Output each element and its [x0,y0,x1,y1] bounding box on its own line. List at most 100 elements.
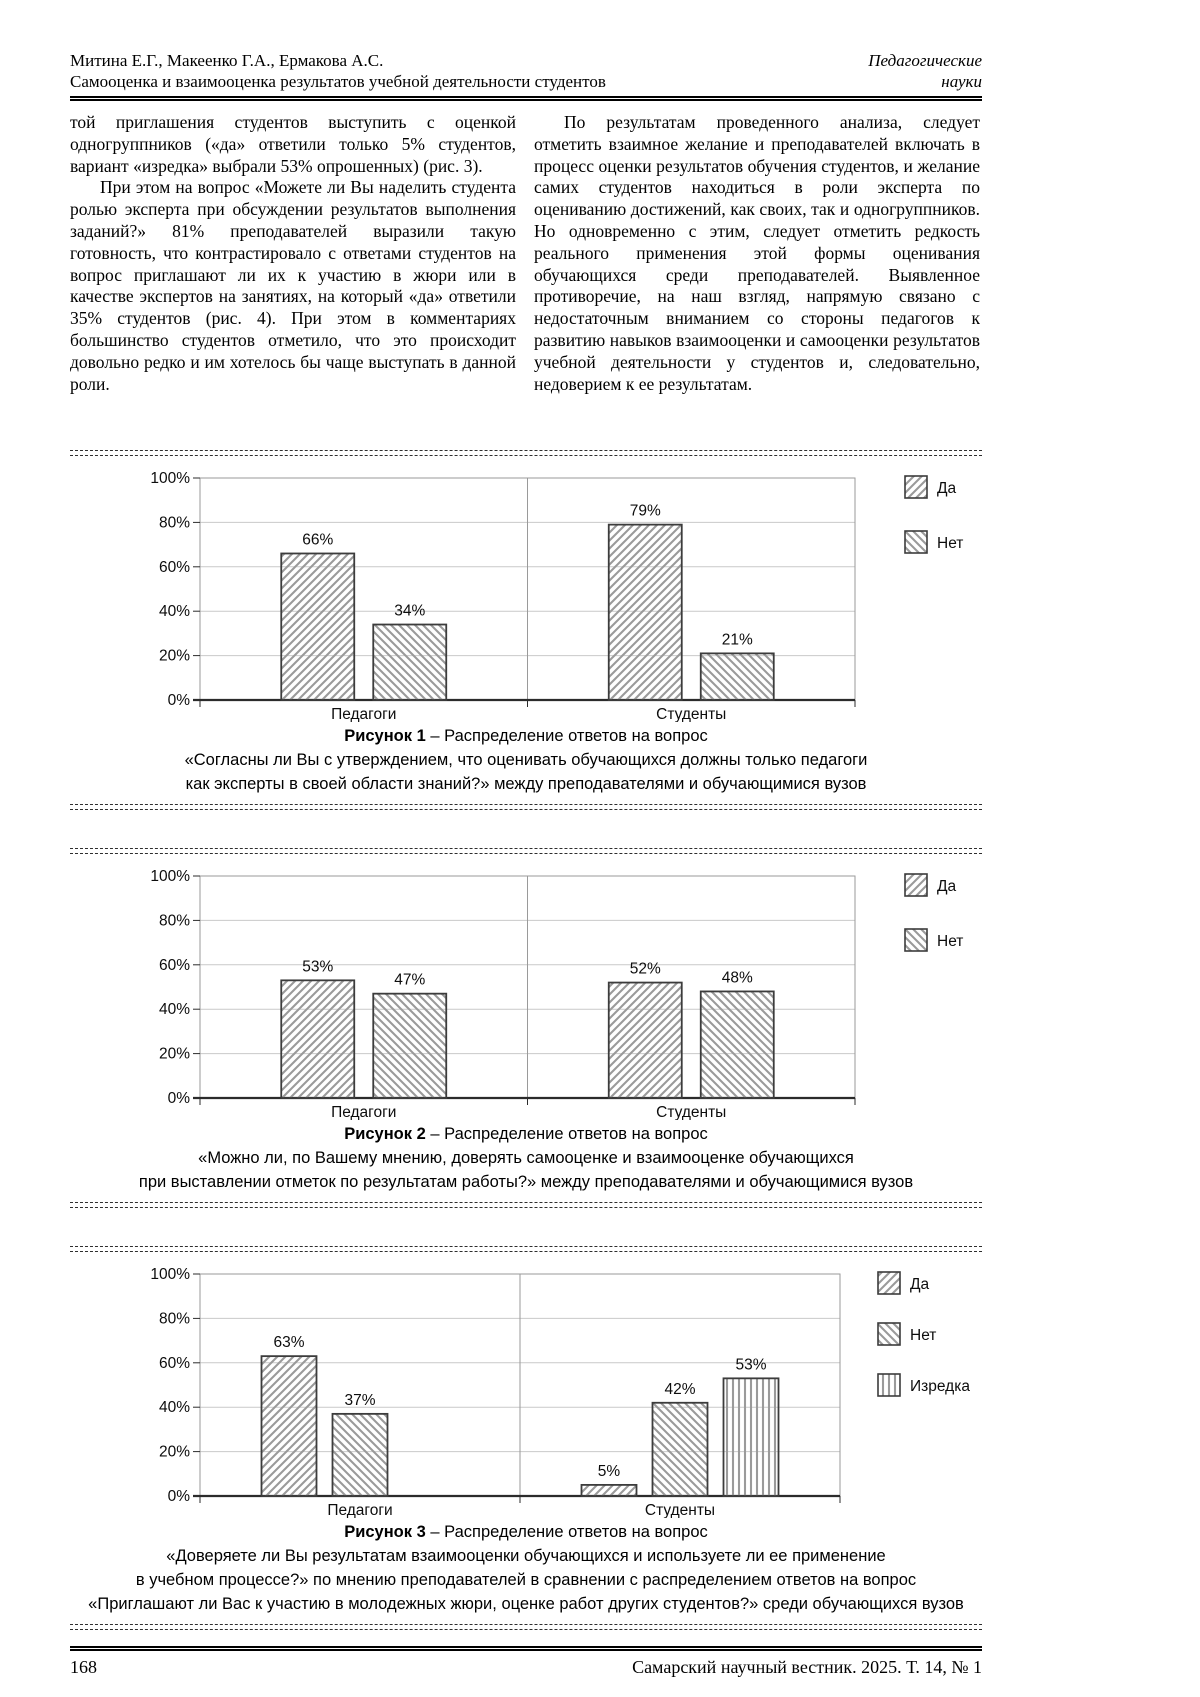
bar-Педагоги-Да [260,1355,318,1497]
category-label: Педагоги [331,1104,396,1120]
y-tick-label: 40% [159,603,190,620]
legend-swatch [904,873,928,897]
value-label: 5% [598,1463,621,1480]
bar-chart: 0% 20% 40% 60% 80% 100% 53% 47% Педагоги 52% 48% Ст… [150,868,963,1121]
figure-2-caption: Рисунок 2 – Распределение ответов на воп… [70,1122,982,1194]
bar-Студенты-Нет [699,652,775,701]
figure-2-top-rule [70,848,982,854]
left-column: той приглашения студентов выступить с оц… [70,112,516,412]
legend-label: Да [937,878,956,895]
category-label: Студенты [645,1502,715,1518]
figure-3-chart: 0% 20% 40% 60% 80% 100% 63% 37% Педагоги 5% 42% 53%… [70,1260,982,1519]
authors-line: Митина Е.Г., Макеенко Г.А., Ермакова А.С… [70,51,384,70]
value-label: 66% [302,531,333,548]
category-label: Педагоги [327,1502,392,1518]
y-tick-label: 40% [159,1001,190,1018]
figure-label: Рисунок 1 [344,727,426,745]
journal-title: Самарский научный вестник. 2025. Т. 14, … [632,1657,982,1677]
paragraph: При этом на вопрос «Можете ли Вы наделит… [70,177,516,394]
body-columns: той приглашения студентов выступить с оц… [70,112,982,412]
bar-Педагоги-Да [280,979,356,1099]
value-label: 34% [394,603,425,620]
right-column: По результатам проведенного анализа, сле… [534,112,980,412]
caption-line: Рисунок 1 – Распределение ответов на воп… [70,724,982,748]
figure-label: Рисунок 3 [344,1523,426,1541]
y-tick-label: 60% [159,1355,190,1372]
legend-swatch [904,475,928,499]
y-tick-label: 0% [168,1090,191,1107]
value-label: 21% [722,631,753,648]
category-label: Студенты [656,1104,726,1120]
footer-rule [70,1646,982,1651]
caption-line: «Доверяете ли Вы результатам взаимооценк… [166,1547,886,1565]
bar-chart: 0% 20% 40% 60% 80% 100% 63% 37% Педагоги 5% 42% 53%… [150,1266,970,1519]
header-section: Педагогические науки [868,50,982,92]
page-number: 168 [70,1657,97,1677]
y-tick-label: 80% [159,912,190,929]
bar-chart: 0% 20% 40% 60% 80% 100% 66% 34% Педагоги 79% 21% Ст… [150,470,963,723]
value-label: 63% [273,1334,304,1351]
bar-Студенты-Да [607,981,683,1099]
value-label: 52% [630,961,661,978]
category-label: Студенты [656,706,726,722]
caption-text: – Распределение ответов на вопрос [430,1523,708,1541]
y-tick-label: 60% [159,559,190,576]
value-label: 47% [394,972,425,989]
y-tick-label: 40% [159,1399,190,1416]
figure-1-top-rule [70,450,982,456]
legend-label: Да [910,1276,929,1293]
legend-label: Изредка [910,1378,970,1395]
figure-1-caption: Рисунок 1 – Распределение ответов на воп… [70,724,982,796]
y-tick-label: 100% [150,1266,190,1283]
caption-line: в учебном процессе?» по мнению преподава… [135,1571,917,1589]
legend-swatch [877,1322,901,1346]
figure-2: 0% 20% 40% 60% 80% 100% 53% 47% Педагоги 52% 48% Ст… [70,848,982,1208]
figure-1-chart: 0% 20% 40% 60% 80% 100% 66% 34% Педагоги 79% 21% Ст… [70,464,982,723]
value-label: 42% [664,1381,695,1398]
header-rule [70,96,982,101]
y-tick-label: 20% [159,1444,190,1461]
legend-label: Нет [910,1327,936,1344]
figure-3: 0% 20% 40% 60% 80% 100% 63% 37% Педагоги 5% 42% 53%… [70,1246,982,1630]
y-tick-label: 0% [168,692,191,709]
caption-line: «Можно ли, по Вашему мнению, доверять са… [198,1149,854,1167]
caption-line: Рисунок 3 – Распределение ответов на воп… [70,1520,982,1544]
legend-label: Нет [937,933,963,950]
figure-3-caption: Рисунок 3 – Распределение ответов на воп… [70,1520,982,1616]
y-tick-label: 80% [159,1310,190,1327]
figure-label: Рисунок 2 [344,1125,426,1143]
y-tick-label: 20% [159,648,190,665]
bar-Педагоги-Нет [372,992,448,1099]
value-label: 53% [735,1356,766,1373]
y-tick-label: 100% [150,868,190,885]
y-tick-label: 80% [159,514,190,531]
category-label: Педагоги [331,706,396,722]
page-header: Митина Е.Г., Макеенко Г.А., Ермакова А.С… [70,50,982,92]
header-left: Митина Е.Г., Макеенко Г.А., Ермакова А.С… [70,50,606,92]
y-tick-label: 20% [159,1046,190,1063]
caption-line: при выставлении отметок по результатам р… [138,1173,914,1191]
figure-2-chart: 0% 20% 40% 60% 80% 100% 53% 47% Педагоги 52% 48% Ст… [70,862,982,1121]
bar-Студенты-Изредка [722,1377,780,1497]
bar-Студенты-Да [580,1483,638,1497]
page-footer: 168 Самарский научный вестник. 2025. Т. … [70,1657,982,1678]
figure-3-top-rule [70,1246,982,1252]
value-label: 53% [302,958,333,975]
section-line-1: Педагогические [868,51,982,70]
figure-1-bottom-rule [70,804,982,810]
figure-1: 0% 20% 40% 60% 80% 100% 66% 34% Педагоги 79% 21% Ст… [70,450,982,810]
section-line-2: науки [941,72,982,91]
paragraph: По результатам проведенного анализа, сле… [534,112,980,394]
bar-Студенты-Нет [699,990,775,1099]
legend-label: Да [937,480,956,497]
paragraph: той приглашения студентов выступить с оц… [70,112,516,176]
value-label: 37% [344,1392,375,1409]
legend-swatch [904,530,928,554]
legend-swatch [904,928,928,952]
y-tick-label: 60% [159,957,190,974]
bar-Педагоги-Нет [372,623,448,701]
caption-line: «Приглашают ли Вас к участию в молодежны… [88,1595,964,1613]
bar-Педагоги-Да [280,552,356,701]
y-tick-label: 0% [168,1488,191,1505]
